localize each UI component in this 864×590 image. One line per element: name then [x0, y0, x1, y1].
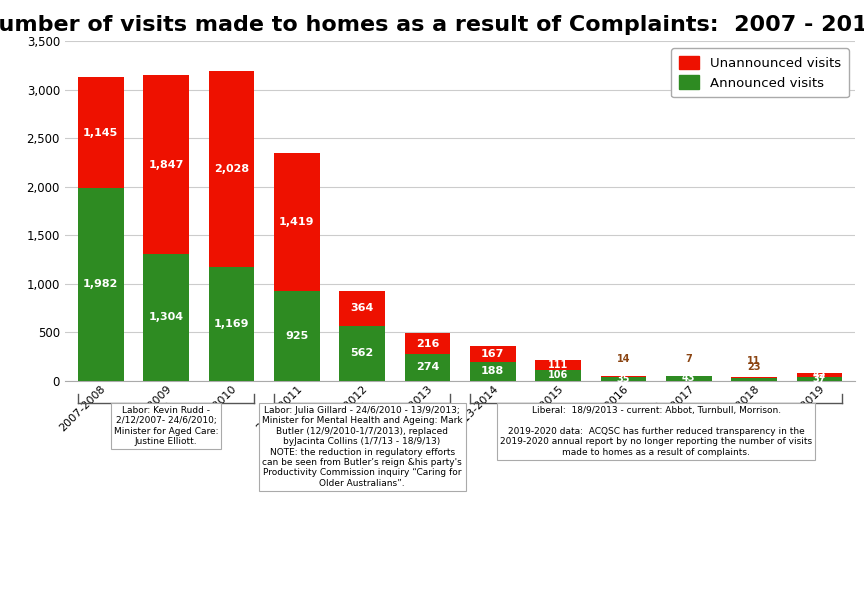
Text: Number of visits made to homes as a result of Complaints:  2007 - 2019: Number of visits made to homes as a resu… — [0, 15, 864, 35]
Text: 23: 23 — [747, 362, 761, 372]
Text: 1,982: 1,982 — [83, 280, 118, 290]
Bar — [274, 153, 320, 291]
Bar — [731, 377, 777, 378]
Bar — [404, 354, 450, 381]
Bar — [470, 346, 516, 362]
Bar — [208, 267, 254, 381]
Bar — [340, 291, 385, 326]
Text: 216: 216 — [416, 339, 439, 349]
Text: 188: 188 — [481, 366, 505, 376]
Text: 35: 35 — [617, 374, 630, 384]
Bar — [78, 77, 124, 188]
Text: 1,304: 1,304 — [149, 312, 184, 322]
Text: 37: 37 — [813, 373, 826, 384]
Bar — [340, 326, 385, 381]
Text: 7: 7 — [685, 354, 692, 364]
Bar — [404, 333, 450, 354]
Text: 14: 14 — [617, 354, 630, 364]
Text: 1,145: 1,145 — [83, 128, 118, 138]
Bar — [666, 376, 712, 381]
Text: 925: 925 — [285, 331, 308, 340]
Bar — [143, 75, 189, 254]
Bar — [600, 377, 646, 381]
Text: Labor: Julia Gillard - 24/6/2010 - 13/9/2013;
Minister for Mental Health and Age: Labor: Julia Gillard - 24/6/2010 - 13/9/… — [262, 406, 462, 488]
Text: 2,028: 2,028 — [214, 164, 249, 174]
Bar — [535, 359, 581, 371]
Bar — [274, 291, 320, 381]
Text: 1,419: 1,419 — [279, 217, 314, 227]
Bar — [143, 254, 189, 381]
Bar — [797, 373, 842, 377]
Bar — [797, 377, 842, 381]
Text: 1,169: 1,169 — [213, 319, 249, 329]
Text: 43: 43 — [682, 373, 696, 384]
Bar — [470, 362, 516, 381]
Text: 364: 364 — [351, 303, 374, 313]
Text: 42: 42 — [813, 370, 826, 380]
Bar — [208, 71, 254, 267]
Bar — [731, 378, 777, 381]
Bar — [600, 376, 646, 377]
Text: 274: 274 — [416, 362, 439, 372]
Legend: Unannounced visits, Announced visits: Unannounced visits, Announced visits — [671, 48, 848, 97]
Text: Liberal:  18/9/2013 - current: Abbot, Turnbull, Morrison.

2019-2020 data:  ACQS: Liberal: 18/9/2013 - current: Abbot, Tur… — [500, 406, 812, 457]
Text: 1,847: 1,847 — [149, 160, 184, 170]
Text: 111: 111 — [548, 360, 569, 370]
Bar — [78, 188, 124, 381]
Text: Labor: Kevin Rudd -
2/12/2007- 24/6/2010;
Minister for Aged Care:
Justine Elliot: Labor: Kevin Rudd - 2/12/2007- 24/6/2010… — [114, 406, 219, 446]
Text: 106: 106 — [548, 371, 569, 381]
Text: 11: 11 — [747, 356, 761, 366]
Text: 167: 167 — [481, 349, 505, 359]
Bar — [535, 371, 581, 381]
Text: 562: 562 — [351, 348, 374, 358]
